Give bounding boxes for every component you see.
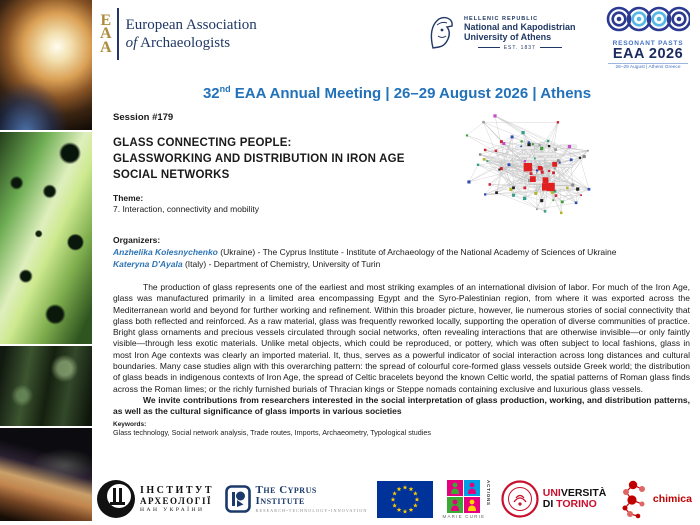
theme-block: Theme: 7. Interaction, connectivity and … [113, 193, 259, 215]
marie-curie-actions-logo: MARIE CURIE ACTIONS [442, 479, 492, 519]
organizer-affiliation: (Italy) - Department of Chemistry, Unive… [182, 258, 381, 269]
uoa-est-line: EST. 1837 [464, 45, 576, 51]
marie-curie-actions-label: ACTIONS [486, 479, 492, 506]
partner-logos-row: ІНСТИТУТ АРХЕОЛОГІЇ НАН УКРАЇНИ The Cypr… [96, 474, 692, 524]
organizer-affiliation: (Ukraine) - The Cyprus Institute - Insti… [217, 246, 617, 257]
glass-photo-strip [0, 0, 92, 525]
torino-wordmark: UNIVERSITÀ DI TORINO [543, 488, 607, 510]
torino-torino: TORINO [556, 498, 597, 510]
torino-line1: UNIVERSITÀ [543, 488, 607, 499]
torino-uni: UNI [542, 487, 561, 499]
eaa-2026-title: EAA 2026 [612, 46, 684, 62]
social-network-graph-image [465, 114, 591, 215]
university-of-torino-logo: UNIVERSITÀ DI TORINO [501, 480, 607, 518]
theme-label: Theme: [113, 193, 144, 203]
keywords-list: Glass technology, Social network analysi… [113, 427, 431, 437]
resonant-pasts-tagline: RESONANT PASTS [612, 40, 684, 47]
ua-line1: ІНСТИТУТ [140, 485, 215, 496]
abstract-paragraph: The production of glass represents one o… [113, 282, 690, 394]
organizer-row: Anzhelika Kolesnychenko (Ukraine) - The … [113, 247, 691, 259]
keywords-label: Keywords: [113, 420, 147, 428]
torino-line2: DI TORINO [543, 499, 607, 510]
session-title-line: GLASSWORKING AND DISTRIBUTION IN IRON AG… [113, 153, 405, 165]
eaa-letter: A [100, 25, 112, 43]
institute-of-archaeology-text: ІНСТИТУТ АРХЕОЛОГІЇ НАН УКРАЇНИ [140, 485, 214, 513]
marie-curie-label: MARIE CURIE [442, 513, 486, 519]
cy-line1: The Cyprus [255, 483, 317, 496]
torino-di: DI [542, 498, 557, 510]
meeting-title-text: EAA Annual Meeting | 26–29 August 2026 |… [230, 85, 592, 102]
invitation-text: We invite contributions from researchers… [113, 394, 690, 417]
glass-photo-amber-streak [0, 428, 92, 521]
uoa-est-1837: EST. 1837 [503, 44, 536, 51]
university-of-athens-text: HELLENIC REPUBLIC National and Kapodistr… [464, 16, 576, 51]
chimica-label: chimica [652, 493, 692, 505]
meeting-ordinal: nd [219, 84, 231, 94]
dash-ornament [539, 47, 562, 48]
torino-seal-icon [501, 480, 539, 518]
cyprus-institute-logo: The Cyprus Institute RESEARCH•TECHNOLOGY… [224, 484, 368, 514]
university-of-athens-logo: HELLENIC REPUBLIC National and Kapodistr… [424, 12, 576, 54]
theme-value: 7. Interaction, connectivity and mobilit… [113, 204, 259, 214]
torino-versita: VERSITÀ [560, 487, 607, 499]
institute-of-archaeology-emblem-icon [97, 480, 135, 518]
cyprus-institute-text: The Cyprus Institute RESEARCH•TECHNOLOGY… [255, 483, 368, 514]
eaa-monogram: E A A [100, 11, 112, 56]
uoa-name-line2: University of Athens [464, 32, 552, 42]
glass-photo-green-bubbles [0, 132, 92, 344]
uoa-hellenic-republic: HELLENIC REPUBLIC [464, 15, 539, 22]
organizer-name: Anzhelika Kolesnychenko [113, 246, 218, 257]
session-title-line: GLASS CONNECTING PEOPLE: [113, 137, 292, 149]
cyprus-institute-icon [224, 485, 251, 513]
abstract-block: The production of glass represents one o… [113, 282, 690, 437]
marie-curie-figures-icon [447, 479, 481, 513]
marie-curie-grid: MARIE CURIE [442, 479, 486, 519]
dash-ornament [477, 47, 500, 48]
eaa-logo: E A A European Association of Archaeolog… [100, 8, 257, 60]
glass-photo-dark-texture [0, 346, 92, 426]
meeting-number: 32 [202, 85, 220, 102]
chimica-logo: chimica [616, 478, 692, 520]
eaa-name-rest: Archaeologists [137, 35, 231, 51]
eaa-name-of: of [125, 35, 138, 51]
session-number: Session #179 [113, 112, 174, 123]
cy-line2: Institute [255, 494, 305, 507]
eaa-2026-resonant-pasts-logo: RESONANT PASTS EAA 2026 26–29 August | A… [604, 4, 692, 70]
organizers-label: Organizers: [113, 235, 161, 245]
ua-line3: НАН УКРАЇНИ [140, 507, 205, 513]
glass-photo-bead [0, 0, 92, 130]
eaa-name-line2: of Archaeologists [126, 34, 257, 52]
organizers-block: Organizers: Anzhelika Kolesnychenko (Ukr… [113, 235, 691, 270]
eaa-letter: E [100, 11, 112, 29]
cy-tagline: RESEARCH•TECHNOLOGY•INNOVATION [255, 508, 368, 514]
eaa-name-line1: European Association [125, 17, 257, 33]
eaa-logo-name: European Association of Archaeologists [126, 16, 257, 52]
eaa-letter: A [100, 38, 112, 56]
session-title: GLASS CONNECTING PEOPLE: GLASSWORKING AN… [113, 135, 458, 183]
athena-emblem-icon [430, 16, 453, 49]
institute-of-archaeology-ukraine-logo: ІНСТИТУТ АРХЕОЛОГІЇ НАН УКРАЇНИ [96, 479, 214, 519]
organizer-row: Kateryna D'Ayala (Italy) - Department of… [113, 259, 691, 271]
meeting-title: 32nd EAA Annual Meeting | 26–29 August 2… [100, 84, 694, 102]
ua-line2: АРХЕОЛОГІЇ [140, 496, 213, 506]
molecule-icon [622, 480, 645, 519]
session-title-line: SOCIAL NETWORKS [113, 169, 230, 181]
organizer-name: Kateryna D'Ayala [113, 258, 183, 269]
eu-flag-icon [377, 480, 433, 518]
resonant-circles-icon [606, 6, 692, 32]
uoa-name-line1: National and Kapodistrian [464, 21, 576, 32]
eaa-logo-divider [116, 8, 119, 60]
eaa-2026-dates: 26–29 August | Athens Greece [608, 63, 688, 70]
